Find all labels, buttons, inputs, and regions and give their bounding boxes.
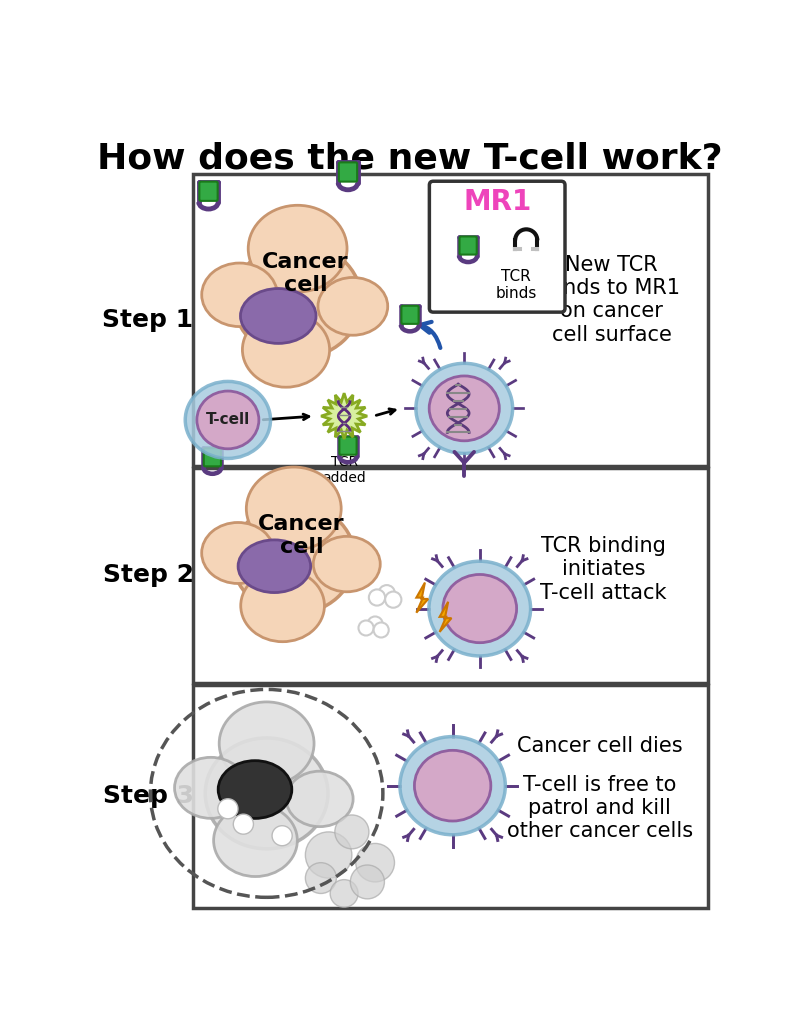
Ellipse shape (206, 738, 328, 849)
Polygon shape (321, 393, 367, 439)
Circle shape (335, 815, 369, 849)
Circle shape (218, 799, 238, 819)
Circle shape (356, 844, 394, 882)
Circle shape (234, 814, 254, 835)
FancyBboxPatch shape (193, 685, 708, 909)
FancyBboxPatch shape (402, 306, 418, 324)
Circle shape (358, 620, 374, 636)
Ellipse shape (242, 312, 330, 387)
Circle shape (306, 862, 336, 893)
Text: TCR binding
initiates
T-cell attack: TCR binding initiates T-cell attack (541, 536, 667, 603)
Circle shape (330, 880, 358, 908)
Circle shape (385, 592, 402, 608)
Circle shape (378, 586, 395, 601)
Ellipse shape (234, 243, 362, 358)
Ellipse shape (232, 503, 355, 614)
FancyBboxPatch shape (430, 181, 565, 312)
Circle shape (306, 831, 352, 878)
Text: T-cell: T-cell (206, 413, 250, 427)
Ellipse shape (429, 561, 530, 655)
Text: TCR
binds: TCR binds (496, 269, 537, 301)
Ellipse shape (197, 391, 259, 449)
FancyBboxPatch shape (339, 436, 357, 455)
Ellipse shape (246, 467, 341, 551)
Text: Step 1: Step 1 (102, 308, 194, 331)
Ellipse shape (218, 760, 292, 818)
Ellipse shape (414, 750, 491, 821)
Polygon shape (416, 582, 428, 612)
Text: Step 2: Step 2 (102, 564, 194, 588)
FancyBboxPatch shape (193, 174, 708, 466)
Circle shape (367, 616, 382, 632)
Ellipse shape (202, 263, 278, 326)
Text: Cancer cell dies: Cancer cell dies (517, 737, 682, 756)
Circle shape (369, 590, 385, 606)
FancyBboxPatch shape (339, 163, 357, 181)
Text: Cancer
cell: Cancer cell (262, 252, 349, 295)
Ellipse shape (416, 363, 513, 454)
Ellipse shape (443, 574, 517, 643)
Ellipse shape (238, 540, 310, 593)
FancyBboxPatch shape (204, 449, 221, 466)
Polygon shape (440, 602, 451, 632)
Ellipse shape (248, 206, 347, 292)
Text: T-cell is free to
patrol and kill
other cancer cells: T-cell is free to patrol and kill other … (507, 775, 693, 842)
Ellipse shape (202, 523, 274, 583)
Text: How does the new T-cell work?: How does the new T-cell work? (97, 142, 723, 176)
Ellipse shape (174, 757, 247, 818)
Ellipse shape (318, 278, 388, 335)
FancyBboxPatch shape (459, 237, 477, 254)
Ellipse shape (219, 702, 314, 785)
Ellipse shape (241, 288, 316, 344)
Circle shape (272, 825, 292, 846)
Ellipse shape (286, 771, 353, 826)
Ellipse shape (429, 376, 499, 440)
Text: New TCR
binds to MR1
on cancer
cell surface: New TCR binds to MR1 on cancer cell surf… (543, 255, 679, 345)
Text: MR1: MR1 (463, 188, 531, 216)
Text: Cancer
cell: Cancer cell (258, 513, 345, 557)
Text: Step 3: Step 3 (102, 784, 194, 809)
Ellipse shape (400, 737, 506, 835)
Ellipse shape (214, 805, 298, 877)
Circle shape (374, 623, 389, 638)
Circle shape (350, 865, 385, 899)
Text: TCR
added: TCR added (322, 455, 366, 485)
FancyBboxPatch shape (199, 181, 218, 201)
Ellipse shape (314, 536, 380, 592)
FancyBboxPatch shape (193, 468, 708, 682)
Ellipse shape (186, 382, 270, 459)
Ellipse shape (241, 570, 325, 642)
